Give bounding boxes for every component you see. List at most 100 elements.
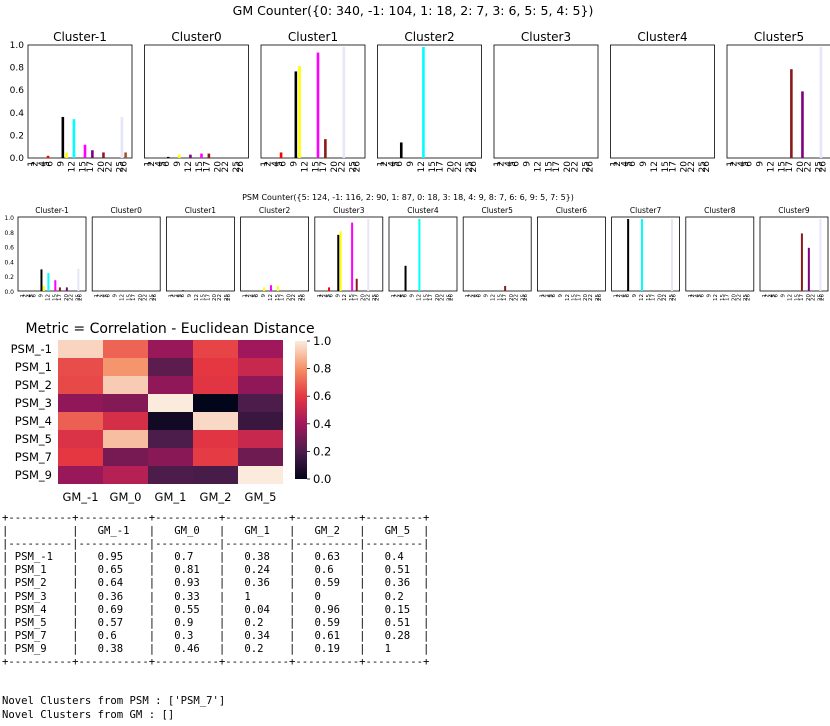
x-tick-label: 2 <box>31 161 41 167</box>
colorbar-gradient <box>295 341 307 479</box>
x-tick-label: 20 <box>796 161 806 173</box>
panel-title: Cluster2 <box>259 206 291 215</box>
x-tick-label: 12 <box>45 294 51 301</box>
bar <box>42 285 45 291</box>
x-tick-label: 9 <box>38 294 44 298</box>
bar <box>807 247 810 291</box>
heatmap-col-label: GM_0 <box>110 490 142 504</box>
x-tick-label: 1 <box>391 294 397 298</box>
x-tick-label: 15 <box>312 161 322 172</box>
bar <box>83 144 87 158</box>
panel-title: Cluster-1 <box>53 30 107 44</box>
x-tick-label: 2 <box>380 161 390 167</box>
x-tick-label: 1 <box>688 294 694 298</box>
panel-title: Cluster1 <box>185 206 217 215</box>
x-tick-label: 4 <box>621 161 631 167</box>
colorbar-tick-label: 0.6 <box>313 389 331 403</box>
x-tick-label: 22 <box>514 294 520 301</box>
x-tick-label: 17 <box>86 161 96 172</box>
bar <box>54 280 57 291</box>
heatmap-cell <box>58 376 103 394</box>
heatmap-cell <box>103 466 148 484</box>
x-tick-label: 20 <box>212 294 218 301</box>
x-tick-label: 9 <box>335 294 341 298</box>
heatmap-cell <box>103 430 148 448</box>
x-tick-label: 15 <box>423 294 429 301</box>
bar <box>61 116 65 158</box>
panel-frame <box>314 216 384 292</box>
heatmap-row-label: PSM_-1 <box>11 342 52 356</box>
bar <box>328 287 331 291</box>
x-tick-label: 6 <box>774 294 780 298</box>
x-tick-label: 5 <box>42 161 52 167</box>
bar <box>819 47 823 158</box>
x-tick-label: 12 <box>120 294 126 301</box>
x-tick-label: 5 <box>178 294 184 298</box>
panel-frame <box>144 44 249 159</box>
x-tick-label: 20 <box>806 294 812 301</box>
x-tick-label: 15 <box>794 294 800 301</box>
x-tick-label: 17 <box>576 294 582 301</box>
x-tick-label: 1 <box>243 294 249 298</box>
panel-frame <box>91 216 161 292</box>
heatmap-cell <box>193 448 238 466</box>
x-tick-label: 26 <box>449 294 455 301</box>
x-tick-label: 2 <box>393 294 399 298</box>
bar <box>339 231 342 291</box>
heatmap-row-label: PSM_2 <box>15 378 52 392</box>
bar <box>47 273 50 291</box>
heatmap-cell <box>148 466 193 484</box>
panel-title: Cluster2 <box>404 30 454 44</box>
heatmap-cell <box>148 412 193 430</box>
panel-title: Cluster5 <box>754 30 804 44</box>
x-tick-label: 22 <box>454 161 464 172</box>
x-tick-label: 26 <box>300 294 306 301</box>
x-tick-label: 26 <box>820 294 826 301</box>
heatmap-cell <box>238 376 283 394</box>
x-tick-label: 6 <box>625 294 631 298</box>
y-tick-label: 0.8 <box>4 230 14 237</box>
x-tick-label: 6 <box>162 161 172 167</box>
x-tick-label: 20 <box>657 294 663 301</box>
x-tick-label: 22 <box>687 161 697 172</box>
bar <box>337 234 340 291</box>
bar <box>504 285 507 291</box>
x-tick-label: 12 <box>184 161 194 172</box>
x-tick-label: 12 <box>342 294 348 301</box>
bar <box>279 152 283 158</box>
heatmap-row-label: PSM_1 <box>15 360 52 374</box>
bar <box>640 219 643 291</box>
bar <box>65 152 68 158</box>
x-tick-label: 4 <box>472 294 478 298</box>
x-tick-label: 12 <box>194 294 200 301</box>
x-tick-label: 12 <box>301 161 311 172</box>
x-tick-label: 4 <box>398 294 404 298</box>
x-tick-label: 1 <box>377 161 387 167</box>
x-tick-label: 22 <box>804 161 814 172</box>
x-tick-label: 4 <box>175 294 181 298</box>
bar <box>316 52 320 158</box>
x-tick-label: 5 <box>391 161 401 167</box>
bar <box>200 153 203 158</box>
x-tick-label: 25 <box>582 161 592 172</box>
heatmap-cell <box>58 358 103 376</box>
x-tick-label: 26 <box>236 161 246 173</box>
bar <box>342 47 346 158</box>
x-tick-label: 20 <box>435 294 441 301</box>
x-tick-label: 25 <box>595 294 601 301</box>
x-tick-label: 25 <box>521 294 527 301</box>
x-tick-label: 6 <box>628 161 638 167</box>
x-tick-label: 17 <box>131 294 137 301</box>
panel-frame <box>27 44 133 159</box>
x-tick-label: 9 <box>187 294 193 298</box>
x-tick-label: 2 <box>690 294 696 298</box>
x-tick-label: 22 <box>217 294 223 301</box>
x-tick-label: 5 <box>158 161 168 167</box>
heatmap-cell <box>103 448 148 466</box>
panel-frame <box>240 216 310 292</box>
x-tick-label: 1 <box>27 161 37 167</box>
panel-frame <box>611 216 680 292</box>
x-tick-label: 26 <box>702 161 712 173</box>
